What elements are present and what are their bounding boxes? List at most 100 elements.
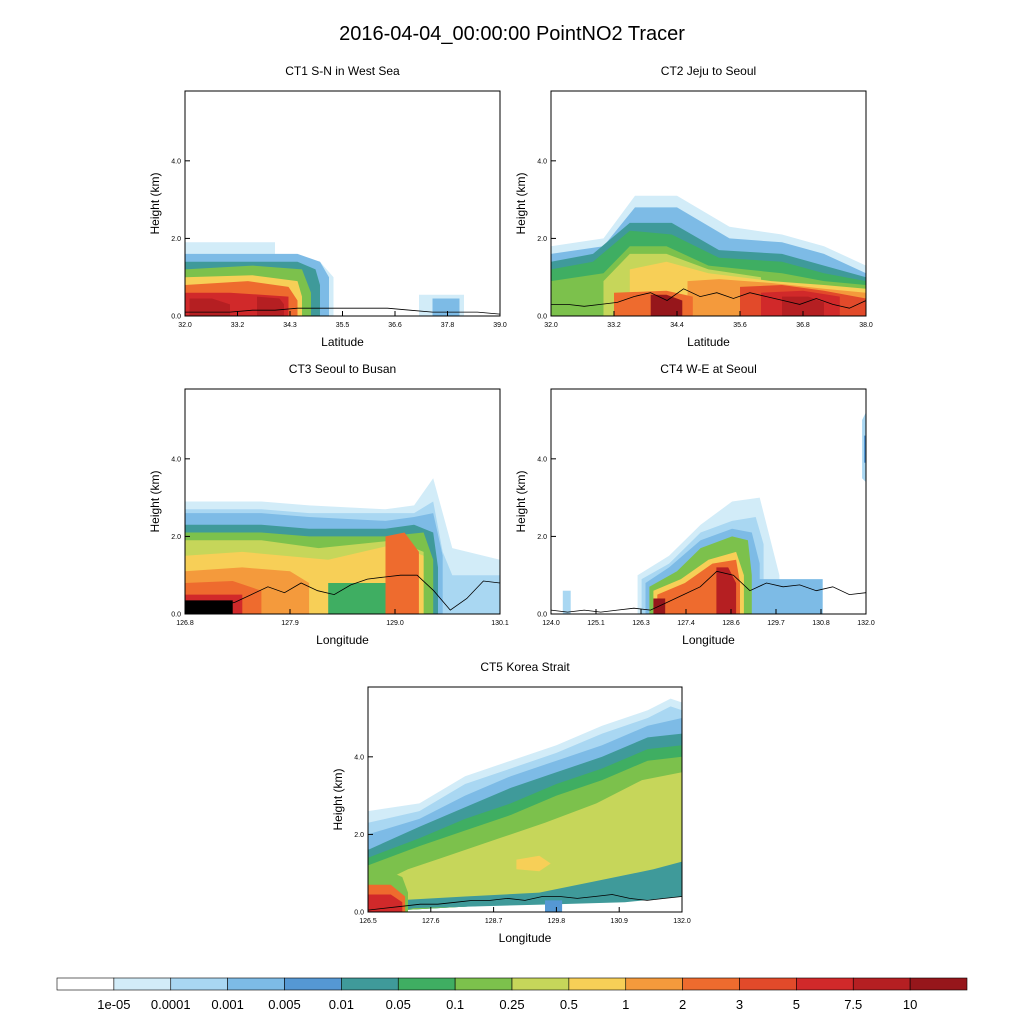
- colorbar-swatch-12: [739, 977, 797, 991]
- y-tick-label: 0.0: [354, 910, 364, 917]
- contour-region-8: [516, 855, 551, 872]
- x-tick-label: 125.1: [587, 620, 605, 627]
- x-tick-label: 130.8: [812, 620, 830, 627]
- y-tick-label: 0.0: [171, 314, 181, 321]
- colorbar-swatch-2: [170, 977, 228, 991]
- contour-region-13: [385, 532, 419, 614]
- panel-title: CT4 W-E at Seoul: [660, 362, 756, 376]
- panel-title: CT1 S-N in West Sea: [285, 64, 400, 78]
- panel-title: CT3 Seoul to Busan: [289, 362, 396, 376]
- x-axis-label: Latitude: [687, 335, 730, 349]
- colorbar-swatch-9: [568, 977, 627, 991]
- panel-title: CT2 Jeju to Seoul: [661, 64, 756, 78]
- contour-fill: [551, 195, 866, 316]
- x-tick-label: 32.0: [178, 322, 192, 329]
- x-tick-label: 130.1: [491, 620, 509, 627]
- y-axis-label: Height (km): [148, 172, 162, 234]
- contour-region-11: [185, 600, 233, 614]
- x-tick-label: 35.6: [733, 322, 747, 329]
- terrain-line: [551, 570, 866, 613]
- colorbar-label: 3: [736, 997, 743, 1012]
- contour-region-9: [257, 296, 284, 316]
- colorbar: 1e-05 0.0001 0.001 0.005 0.01 0.05 0.1 0.25 0.5 1…: [56, 977, 968, 1012]
- x-tick-label: 128.6: [722, 620, 740, 627]
- terrain-line: [368, 894, 682, 911]
- x-tick-label: 126.8: [176, 620, 194, 627]
- y-tick-label: 0.0: [537, 314, 547, 321]
- y-tick-label: 0.0: [537, 612, 547, 619]
- x-tick-label: 127.6: [422, 918, 440, 925]
- colorbar-label: 10: [903, 997, 917, 1012]
- colorbar-swatch-6: [397, 977, 456, 991]
- x-axis-label: Longitude: [682, 633, 735, 647]
- panel-1: 32.0 33.2 34.3 35.5 36.6 37.8 39.0 0.0 2.0 4.0 CT1…: [148, 64, 507, 349]
- x-tick-label: 129.0: [386, 620, 404, 627]
- x-tick-label: 127.9: [281, 620, 299, 627]
- x-tick-label: 126.5: [359, 918, 377, 925]
- terrain-line: [185, 574, 500, 611]
- y-axis-label: Height (km): [514, 470, 528, 532]
- contour-fill: [368, 698, 682, 912]
- x-tick-label: 126.3: [632, 620, 650, 627]
- colorbar-swatch-15: [909, 977, 968, 991]
- panels: 32.0 33.2 34.3 35.5 36.6 37.8 39.0 0.0 2.0 4.0 CT1…: [148, 64, 875, 945]
- x-tick-label: 39.0: [493, 322, 507, 329]
- y-tick-label: 4.0: [354, 754, 364, 761]
- colorbar-label: 7.5: [844, 997, 862, 1012]
- x-axis-label: Longitude: [316, 633, 369, 647]
- colorbar-label: 0.005: [268, 997, 301, 1012]
- plot-frame: [550, 388, 867, 615]
- contour-region-11: [432, 298, 460, 316]
- contour-fill: [185, 242, 464, 316]
- plot-frame: [184, 388, 501, 615]
- panel-4: 124.0 125.1 126.3 127.4 128.6 129.7 130.8 132.0…: [514, 362, 875, 647]
- colorbar-swatch-8: [511, 977, 570, 991]
- plot-frame: [367, 686, 683, 913]
- x-tick-label: 124.0: [542, 620, 560, 627]
- colorbar-swatch-7: [454, 977, 513, 991]
- colorbar-label: 0.001: [211, 997, 244, 1012]
- contour-fill: [562, 412, 866, 614]
- colorbar-label: 0.25: [499, 997, 524, 1012]
- y-tick-label: 4.0: [537, 456, 547, 463]
- colorbar-label: 1: [622, 997, 629, 1012]
- y-tick-label: 2.0: [354, 832, 364, 839]
- panel-title: CT5 Korea Strait: [480, 660, 570, 674]
- x-tick-label: 129.7: [767, 620, 785, 627]
- colorbar-swatch-4: [284, 977, 342, 991]
- y-tick-label: 4.0: [171, 158, 181, 165]
- x-axis-label: Longitude: [499, 931, 552, 945]
- contour-region-12: [328, 583, 386, 614]
- x-tick-label: 129.8: [548, 918, 566, 925]
- contour-region-9: [396, 861, 682, 912]
- colorbar-swatch-14: [852, 977, 911, 991]
- y-tick-label: 4.0: [537, 158, 547, 165]
- colorbar-label: 5: [793, 997, 800, 1012]
- contour-region-7: [368, 772, 682, 912]
- colorbar-label: 1e-05: [97, 997, 130, 1012]
- x-tick-label: 34.4: [670, 322, 684, 329]
- x-tick-label: 33.2: [607, 322, 621, 329]
- contour-region-10: [562, 590, 571, 614]
- contour-region-9: [755, 579, 823, 614]
- x-tick-label: 38.0: [859, 322, 873, 329]
- colorbar-swatch-11: [682, 977, 740, 991]
- terrain-line: [551, 288, 866, 309]
- x-axis-label: Latitude: [321, 335, 364, 349]
- colorbar-label: 2: [679, 997, 686, 1012]
- x-tick-label: 130.9: [610, 918, 628, 925]
- colorbar-swatch-5: [341, 977, 399, 991]
- x-tick-label: 132.0: [673, 918, 691, 925]
- colorbar-label: 0.05: [386, 997, 411, 1012]
- colorbar-label: 0.01: [329, 997, 354, 1012]
- x-tick-label: 33.2: [231, 322, 245, 329]
- colorbar-swatch-0: [56, 977, 115, 991]
- panel-3: 126.8 127.9 129.0 130.1 0.0 2.0 4.0 CT3 Seoul t…: [148, 362, 509, 647]
- x-tick-label: 128.7: [485, 918, 503, 925]
- y-tick-label: 2.0: [171, 534, 181, 541]
- x-tick-label: 37.8: [441, 322, 455, 329]
- y-tick-label: 2.0: [171, 236, 181, 243]
- colorbar-swatch-13: [796, 977, 854, 991]
- x-tick-label: 127.4: [677, 620, 695, 627]
